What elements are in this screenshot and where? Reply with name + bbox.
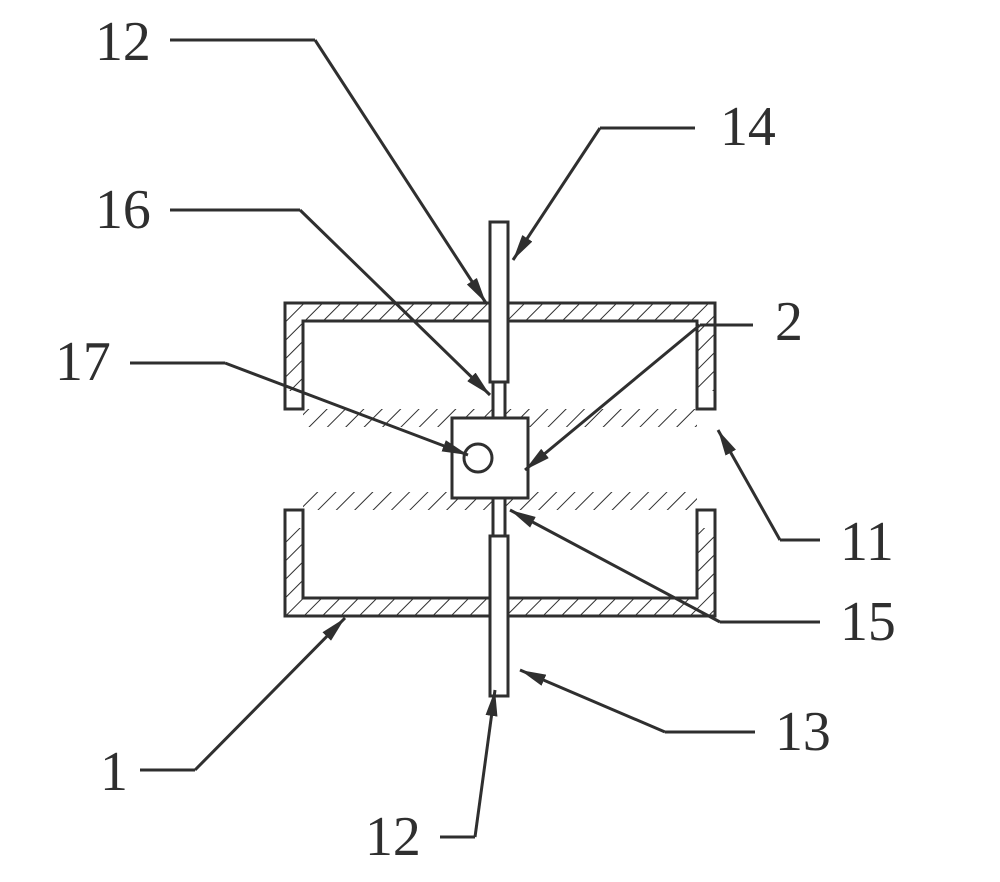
callout-label: 1 [100, 741, 128, 803]
callout-label: 2 [775, 291, 803, 353]
callout-label: 17 [55, 331, 111, 393]
callout-label: 11 [840, 511, 894, 573]
leader-arrow [513, 128, 600, 260]
callout-label: 12 [95, 11, 151, 73]
leader-arrow [475, 690, 495, 837]
rod-top-outer [490, 222, 508, 382]
rod-bottom-stub [493, 498, 505, 536]
technical-diagram: 12 14 16 17 2 11 15 1 13 12 [0, 0, 1000, 882]
callout-label: 12 [365, 806, 421, 868]
leader-arrow [315, 40, 486, 303]
callout-11: 11 [718, 430, 894, 573]
leader-arrow [718, 430, 780, 540]
rod-top-stub [493, 382, 505, 418]
rod-bottom-outer [490, 536, 508, 696]
callout-label: 16 [95, 179, 151, 241]
callout-12-bottom: 12 [365, 690, 495, 868]
center-block [452, 418, 528, 498]
callout-label: 14 [720, 96, 776, 158]
callout-14: 14 [513, 96, 776, 260]
callout-label: 13 [775, 701, 831, 763]
callout-label: 15 [840, 591, 896, 653]
callout-1: 1 [100, 618, 345, 803]
leader-arrow [520, 670, 665, 732]
callout-12-top: 12 [95, 11, 486, 303]
callout-17: 17 [55, 331, 468, 455]
leader-arrow [195, 618, 345, 770]
callout-13: 13 [520, 670, 831, 763]
leader-arrow [525, 325, 700, 470]
